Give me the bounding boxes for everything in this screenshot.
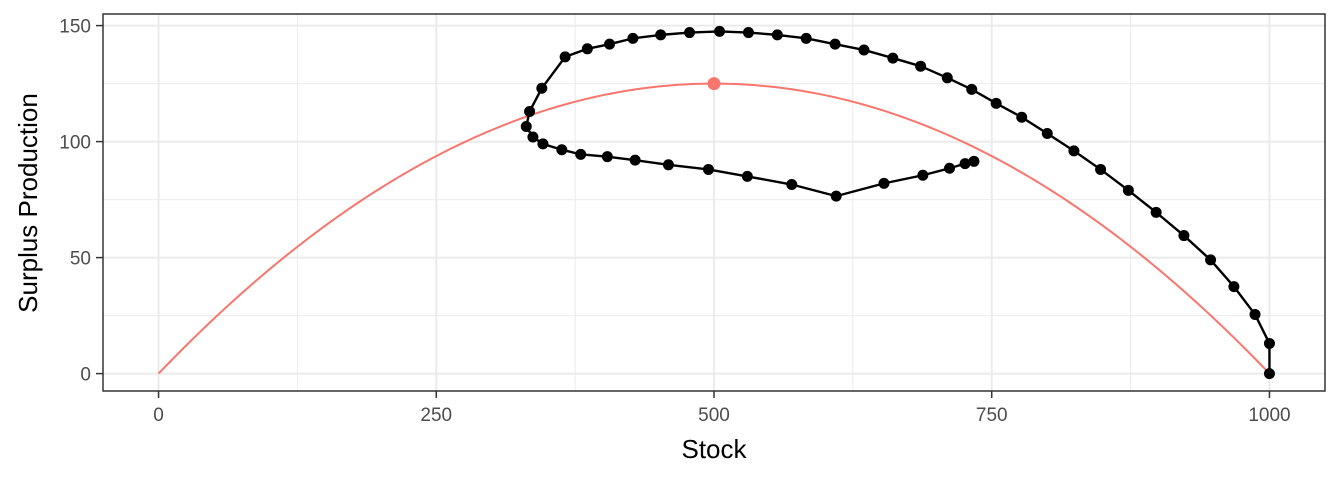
trajectory-point xyxy=(601,151,613,163)
trajectory-point xyxy=(1228,281,1240,293)
trajectory-point xyxy=(990,97,1002,109)
trajectory-point xyxy=(536,82,548,94)
trajectory-point xyxy=(684,27,696,39)
y-axis: 0 50 100 150 xyxy=(59,17,103,386)
y-tick-label: 0 xyxy=(80,365,91,386)
trajectory-point xyxy=(575,148,587,160)
trajectory-point xyxy=(915,60,927,72)
trajectory-point xyxy=(786,179,798,191)
x-tick-label: 500 xyxy=(698,405,730,426)
trajectory-point xyxy=(1263,368,1275,380)
trajectory-layer xyxy=(520,25,1275,380)
trajectory-point xyxy=(944,162,956,174)
trajectory-point xyxy=(800,32,812,44)
trajectory-point xyxy=(1068,145,1080,157)
trajectory-point xyxy=(662,159,674,171)
trajectory-point xyxy=(771,29,783,41)
trajectory-point xyxy=(830,190,842,202)
y-tick-label: 50 xyxy=(70,249,91,270)
trajectory-point xyxy=(887,52,899,64)
trajectory-line xyxy=(525,30,1271,374)
trajectory-point xyxy=(858,44,870,56)
trajectory-point xyxy=(1016,111,1028,123)
trajectory-point xyxy=(714,25,726,37)
trajectory-point xyxy=(959,158,971,170)
y-tick-label: 100 xyxy=(59,133,91,154)
trajectory-point xyxy=(702,163,714,175)
trajectory-point xyxy=(520,121,532,133)
y-axis-title: Surplus Production xyxy=(13,93,43,313)
trajectory-point xyxy=(627,32,639,44)
trajectory-point xyxy=(604,38,616,50)
grid-major xyxy=(103,14,1325,391)
production-curve-layer xyxy=(157,77,1271,375)
y-tick-label: 150 xyxy=(59,17,91,38)
trajectory-point xyxy=(1205,254,1217,266)
trajectory-point xyxy=(1249,308,1261,320)
trajectory-point xyxy=(524,105,536,117)
trajectory-point xyxy=(829,38,841,50)
trajectory-point xyxy=(537,138,549,150)
trajectory-point xyxy=(655,29,667,41)
trajectory-point xyxy=(527,131,539,143)
trajectory-point xyxy=(966,83,978,95)
trajectory-point xyxy=(1178,230,1190,242)
trajectory-point xyxy=(1041,127,1053,139)
x-tick-label: 250 xyxy=(420,405,452,426)
x-axis-title: Stock xyxy=(681,434,747,464)
x-axis: 0 250 500 750 1000 xyxy=(153,391,1291,426)
trajectory-point xyxy=(741,170,753,182)
trajectory-point xyxy=(1263,337,1275,349)
x-tick-label: 750 xyxy=(976,405,1008,426)
trajectory-point xyxy=(559,51,571,63)
trajectory-point xyxy=(941,72,953,84)
trajectory-point xyxy=(629,154,641,166)
trajectory-point xyxy=(581,43,593,55)
trajectory-point xyxy=(1122,184,1134,196)
trajectory-point xyxy=(1095,163,1107,175)
trajectory-point xyxy=(878,177,890,189)
trajectory-point xyxy=(917,169,929,181)
trajectory-point xyxy=(968,155,980,167)
trajectory-point xyxy=(556,144,568,156)
trajectory-point xyxy=(1150,206,1162,218)
msy-point xyxy=(707,77,721,91)
x-tick-label: 0 xyxy=(153,405,164,426)
x-tick-label: 1000 xyxy=(1248,405,1290,426)
trajectory-point xyxy=(742,27,754,39)
